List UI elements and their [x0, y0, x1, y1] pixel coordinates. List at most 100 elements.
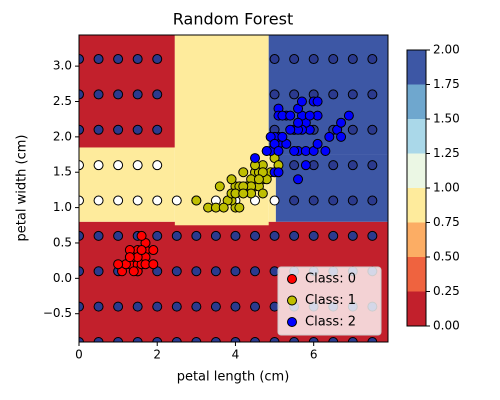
grid-point	[289, 195, 300, 206]
grid-point	[79, 230, 84, 241]
colorbar-tick-label: 1.00	[433, 181, 460, 195]
grid-point	[347, 54, 358, 65]
grid-point	[367, 124, 378, 135]
grid-point	[191, 230, 202, 241]
grid-point	[308, 337, 319, 342]
grid-point	[308, 230, 319, 241]
colorbar-level	[407, 153, 426, 188]
grid-point	[171, 301, 182, 312]
decision-region	[79, 147, 175, 222]
plot-frame	[78, 34, 389, 343]
y-tick-label: 0.5	[53, 235, 72, 249]
y-tick-label: 0.0	[53, 271, 72, 285]
grid-point	[328, 337, 339, 342]
grid-point	[93, 301, 104, 312]
data-point	[273, 167, 284, 178]
grid-point	[93, 54, 104, 65]
y-tick-label: 1.5	[53, 165, 72, 179]
data-point	[191, 195, 202, 206]
y-tick-label: 2.5	[53, 94, 72, 108]
data-point	[128, 266, 139, 277]
grid-point	[210, 337, 221, 342]
data-point	[261, 146, 272, 157]
grid-point	[171, 337, 182, 342]
grid-point	[171, 195, 182, 206]
grid-point	[191, 301, 202, 312]
grid-point	[171, 230, 182, 241]
grid-point	[289, 337, 300, 342]
grid-point	[93, 160, 104, 171]
data-point	[336, 131, 347, 142]
grid-point	[230, 337, 241, 342]
grid-point	[289, 160, 300, 171]
grid-point	[93, 89, 104, 100]
grid-point	[132, 54, 143, 65]
data-point	[336, 117, 347, 128]
colorbar-tick-label: 0.00	[433, 319, 460, 333]
grid-point	[79, 124, 84, 135]
grid-point	[230, 266, 241, 277]
data-point	[296, 96, 307, 107]
grid-point	[79, 89, 84, 100]
data-point	[253, 174, 264, 185]
grid-point	[367, 160, 378, 171]
colorbar-level	[407, 50, 426, 85]
grid-point	[289, 54, 300, 65]
grid-point	[347, 124, 358, 135]
grid-point	[347, 230, 358, 241]
colorbar-level	[407, 222, 426, 257]
colorbar-level	[407, 119, 426, 154]
grid-point	[113, 160, 124, 171]
legend-marker	[287, 295, 297, 306]
data-point	[312, 138, 323, 149]
legend-marker	[287, 274, 297, 284]
x-tick-label: 0	[75, 348, 83, 362]
grid-point	[113, 89, 124, 100]
grid-point	[132, 195, 143, 206]
data-point	[324, 131, 335, 142]
colorbar-tick-label: 0.25	[433, 284, 460, 298]
grid-point	[367, 337, 378, 342]
grid-point	[132, 160, 143, 171]
x-axis-label: petal length (cm)	[177, 370, 290, 385]
colorbar-tick-label: 1.50	[433, 112, 460, 126]
grid-point	[367, 230, 378, 241]
grid-point	[113, 230, 124, 241]
data-point	[285, 110, 296, 121]
data-point	[289, 146, 300, 157]
colorbar-tick-label: 1.75	[433, 77, 460, 91]
data-point	[285, 124, 296, 135]
data-point	[300, 160, 311, 171]
legend-box	[277, 266, 382, 336]
grid-point	[132, 301, 143, 312]
grid-point	[93, 124, 104, 135]
grid-point	[269, 89, 280, 100]
legend-label: Class: 2	[305, 315, 356, 330]
grid-point	[93, 337, 104, 342]
x-tick-label: 4	[232, 348, 240, 362]
grid-point	[210, 301, 221, 312]
data-point	[293, 174, 304, 185]
data-point	[148, 259, 159, 270]
data-point	[234, 202, 245, 213]
grid-point	[113, 337, 124, 342]
decision-region	[268, 154, 276, 222]
y-tick-label: 3.0	[53, 59, 72, 73]
x-tick-label: 6	[310, 348, 318, 362]
grid-point	[113, 54, 124, 65]
grid-point	[79, 195, 84, 206]
grid-point	[132, 337, 143, 342]
grid-point	[79, 266, 84, 277]
data-point	[218, 202, 229, 213]
data-point	[312, 96, 323, 107]
grid-point	[152, 230, 163, 241]
grid-point	[250, 337, 261, 342]
colorbar-level	[407, 291, 426, 326]
data-point	[238, 188, 249, 199]
legend-label: Class: 0	[305, 272, 356, 287]
grid-point	[269, 54, 280, 65]
data-point	[273, 146, 284, 157]
colorbar-level	[407, 257, 426, 292]
grid-point	[132, 124, 143, 135]
